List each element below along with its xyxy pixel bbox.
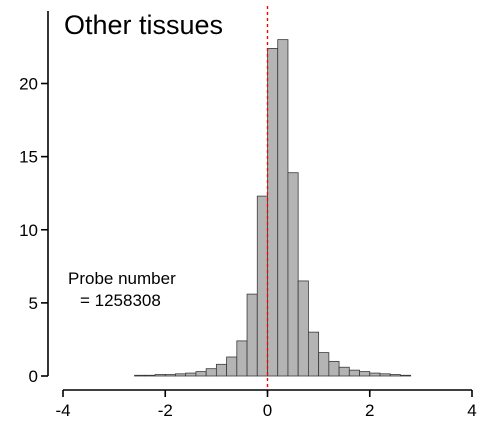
histogram-bar	[379, 373, 391, 377]
y-tick-label: 10	[19, 221, 38, 240]
histogram-bar	[338, 366, 350, 377]
y-tick-label: 15	[19, 148, 38, 167]
histogram-bar	[134, 374, 146, 377]
annotation-probe-count: = 1258308	[80, 291, 161, 310]
histogram-bar	[205, 368, 217, 377]
histogram-bar	[267, 48, 279, 377]
histogram-bar	[297, 280, 309, 377]
histogram-bar	[215, 363, 228, 377]
histogram-bar	[185, 372, 197, 377]
x-tick-label: 0	[263, 401, 272, 420]
histogram-bar	[246, 293, 258, 377]
histogram-bar	[154, 374, 166, 377]
chart-title: Other tissues	[64, 10, 223, 40]
histogram-bar	[256, 195, 268, 377]
histogram-bar	[328, 360, 340, 377]
histogram-bar	[226, 356, 238, 377]
histogram-bar	[318, 352, 330, 377]
x-axis-ticks: -4 -2 0 2 4	[55, 390, 477, 420]
histogram-bar	[164, 374, 176, 377]
histogram-bars	[134, 39, 412, 377]
histogram-bar	[175, 373, 187, 377]
y-axis-ticks: 0 5 10 15 20	[19, 75, 48, 386]
histogram-bar	[369, 372, 381, 377]
histogram-bar	[144, 374, 156, 377]
annotation-probe-label: Probe number	[68, 269, 176, 288]
histogram-bar	[359, 371, 371, 377]
y-tick-label: 5	[29, 294, 38, 313]
histogram-bar	[307, 331, 320, 377]
histogram-bar	[400, 374, 412, 377]
x-tick-label: 2	[365, 401, 374, 420]
histogram-bar	[389, 374, 401, 377]
histogram-bar	[348, 369, 360, 377]
histogram-bar	[277, 39, 289, 377]
x-tick-label: -4	[55, 401, 70, 420]
histogram-bar	[195, 371, 207, 377]
x-tick-label: -2	[158, 401, 173, 420]
y-tick-label: 0	[29, 367, 38, 386]
histogram-bar	[287, 172, 299, 377]
y-tick-label: 20	[19, 75, 38, 94]
x-tick-label: 4	[467, 401, 476, 420]
histogram-bar	[236, 340, 248, 377]
